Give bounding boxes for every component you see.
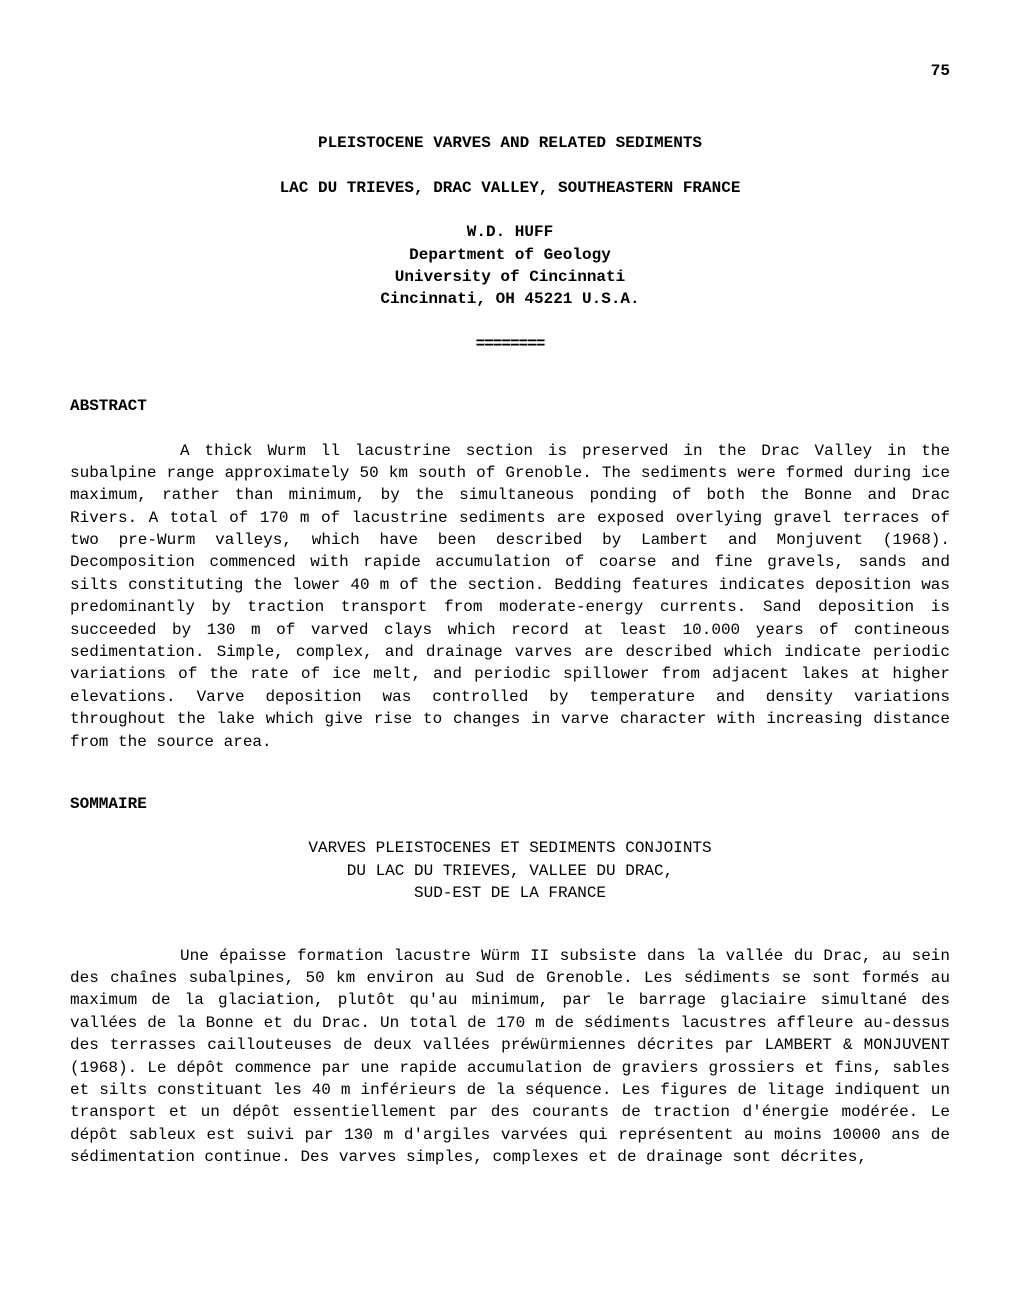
page-number: 75 <box>70 60 950 82</box>
affiliation-line-1: Department of Geology <box>70 244 950 266</box>
sommaire-subtitle-line-2: DU LAC DU TRIEVES, VALLEE DU DRAC, <box>70 860 950 882</box>
abstract-heading: ABSTRACT <box>70 395 950 417</box>
separator: ======== <box>70 333 950 355</box>
sommaire-heading: SOMMAIRE <box>70 793 950 815</box>
author-name: W.D. HUFF <box>70 221 950 243</box>
sommaire-subtitle-line-1: VARVES PLEISTOCENES ET SEDIMENTS CONJOIN… <box>70 837 950 859</box>
title-main: PLEISTOCENE VARVES AND RELATED SEDIMENTS <box>70 132 950 154</box>
sommaire-subtitle-line-3: SUD-EST DE LA FRANCE <box>70 882 950 904</box>
title-subtitle: LAC DU TRIEVES, DRAC VALLEY, SOUTHEASTER… <box>70 177 950 199</box>
sommaire-subtitle-block: VARVES PLEISTOCENES ET SEDIMENTS CONJOIN… <box>70 837 950 904</box>
affiliation-line-3: Cincinnati, OH 45221 U.S.A. <box>70 288 950 310</box>
affiliation-line-2: University of Cincinnati <box>70 266 950 288</box>
abstract-body: A thick Wurm ll lacustrine section is pr… <box>70 440 950 753</box>
sommaire-body: Une épaisse formation lacustre Würm II s… <box>70 945 950 1169</box>
